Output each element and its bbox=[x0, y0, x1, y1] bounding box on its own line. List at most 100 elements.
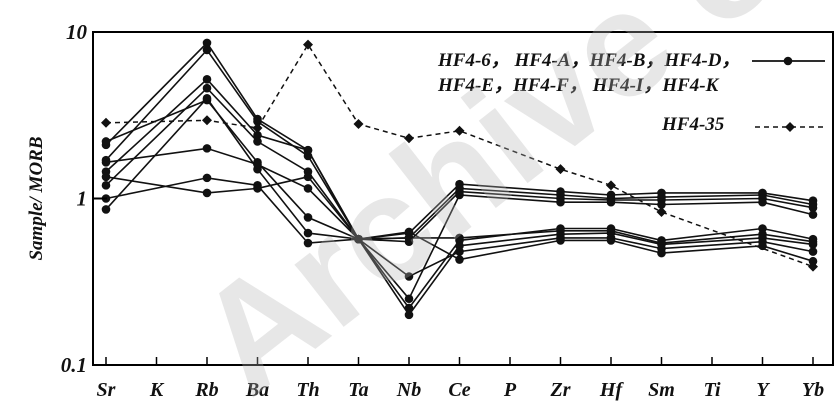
point-s8-rb bbox=[202, 144, 212, 153]
point-s9-y bbox=[758, 229, 767, 239]
x-tick-label-ti: Ti bbox=[703, 379, 720, 401]
legend-label-hf4-35: HF4-35 bbox=[661, 114, 725, 135]
legend: HF4-6， HF4-A，HF4-B，HF4-D， HF4-E，HF4-F， H… bbox=[430, 45, 832, 138]
x-tick-label-yb: Yb bbox=[802, 379, 824, 401]
point-s3-rb bbox=[202, 74, 212, 84]
point-s8-hf bbox=[606, 236, 616, 245]
tick-layer bbox=[93, 31, 814, 366]
point-s6-rb bbox=[202, 93, 212, 103]
point-s10-zr bbox=[555, 164, 566, 175]
point-s10-sm bbox=[656, 206, 667, 217]
legend-mask-2 bbox=[650, 112, 832, 138]
point-s10-ta bbox=[353, 119, 364, 130]
point-s9-zr bbox=[556, 226, 565, 236]
series-line-4 bbox=[105, 87, 814, 301]
point-s10-sr bbox=[101, 117, 111, 128]
y-axis-label: Sample/ MORB bbox=[26, 136, 47, 260]
point-s6-nb bbox=[404, 310, 414, 320]
point-s9-rb bbox=[202, 188, 212, 198]
point-s2-rb bbox=[202, 45, 212, 55]
point-s8-sm bbox=[657, 248, 666, 258]
point-s9-nb bbox=[404, 233, 414, 243]
point-s7-nb bbox=[404, 272, 414, 281]
point-s6-th bbox=[303, 228, 313, 238]
x-tick-label-zr: Zr bbox=[550, 379, 571, 401]
x-tick-label-k: K bbox=[149, 379, 165, 401]
point-s10-ce bbox=[454, 125, 465, 136]
x-tick-label-ce: Ce bbox=[448, 379, 470, 401]
point-s6-sr bbox=[101, 205, 111, 214]
point-s5-th bbox=[303, 213, 313, 222]
series-10 bbox=[101, 39, 818, 272]
x-tick-label-nb: Nb bbox=[396, 379, 421, 401]
series-line-6 bbox=[105, 97, 814, 317]
point-s10-nb bbox=[404, 133, 414, 144]
series-line-2 bbox=[105, 48, 814, 240]
point-s9-sm bbox=[657, 238, 666, 248]
legend-label-group-line1: HF4-6， HF4-A，HF4-B，HF4-D， bbox=[437, 50, 740, 71]
series-line-8 bbox=[105, 147, 814, 262]
point-s4-hf bbox=[606, 197, 616, 207]
y-tick-label-3: 0.1 bbox=[61, 353, 87, 377]
y-tick-label-2: 1 bbox=[77, 187, 88, 211]
point-s1-rb bbox=[202, 38, 212, 48]
legend-marker-circle bbox=[783, 56, 793, 66]
x-tick-label-rb: Rb bbox=[194, 379, 218, 401]
series-line-1 bbox=[105, 41, 814, 240]
point-s3-ba bbox=[253, 130, 262, 140]
series-line-7 bbox=[105, 177, 814, 278]
point-s9-hf bbox=[606, 226, 616, 236]
series-line-5 bbox=[105, 99, 814, 310]
series-layer bbox=[101, 38, 818, 320]
x-tick-label-sm: Sm bbox=[648, 379, 675, 401]
point-s8-sr bbox=[101, 157, 111, 167]
label-layer: 10 1 0.1 Sr K Rb Ba Th Ta Nb Ce P Zr Hf Sm Ti Y Yb Sample/… bbox=[26, 20, 824, 401]
point-s4-y bbox=[758, 197, 767, 207]
point-s8-yb bbox=[808, 256, 818, 266]
legend-label-group-line2: HF4-E，HF4-F， HF4-I，HF4-K bbox=[437, 75, 720, 96]
point-s7-yb bbox=[808, 247, 818, 256]
point-s9-ce bbox=[455, 233, 464, 243]
point-s9-yb bbox=[808, 237, 818, 247]
point-s4-ce bbox=[455, 190, 464, 200]
point-s5-nb bbox=[404, 303, 414, 313]
point-s8-ba bbox=[253, 160, 262, 169]
x-tick-label-th: Th bbox=[296, 379, 319, 401]
point-s8-y bbox=[758, 241, 767, 251]
point-s9-ba bbox=[253, 184, 262, 193]
point-s8-nb bbox=[404, 227, 414, 237]
x-tick-label-sr: Sr bbox=[97, 379, 116, 401]
point-s4-yb bbox=[808, 210, 818, 219]
point-s10-hf bbox=[606, 180, 616, 191]
series-line-3 bbox=[105, 78, 814, 243]
y-tick-label-1: 10 bbox=[66, 20, 88, 44]
point-s3-yb bbox=[808, 203, 818, 213]
point-s8-th bbox=[303, 184, 313, 193]
x-tick-label-ta: Ta bbox=[348, 379, 368, 401]
point-s4-zr bbox=[556, 197, 565, 207]
point-s4-rb bbox=[202, 83, 212, 93]
x-tick-label-hf: Hf bbox=[599, 379, 625, 401]
point-s8-zr bbox=[556, 236, 565, 245]
point-s9-ta bbox=[354, 234, 363, 244]
x-tick-label-y: Y bbox=[756, 379, 770, 401]
point-s3-th bbox=[303, 145, 313, 155]
point-s9-sr bbox=[101, 172, 111, 182]
point-s10-th bbox=[303, 39, 313, 50]
point-s4-sm bbox=[657, 200, 666, 209]
point-s7-ce bbox=[455, 247, 464, 256]
point-s8-ce bbox=[455, 255, 464, 264]
legend-mask-1 bbox=[430, 45, 832, 97]
point-s4-nb bbox=[404, 294, 414, 304]
x-tick-label-ba: Ba bbox=[245, 379, 269, 401]
series-9 bbox=[101, 172, 818, 248]
point-s5-sr bbox=[101, 137, 111, 146]
series-line-9 bbox=[105, 175, 814, 244]
x-tick-label-p: P bbox=[503, 379, 517, 401]
series-8 bbox=[101, 144, 818, 266]
legend-marker-diamond bbox=[785, 122, 795, 132]
point-s10-rb bbox=[202, 115, 212, 126]
point-s9-th bbox=[303, 172, 313, 182]
point-s10-yb bbox=[808, 261, 818, 272]
